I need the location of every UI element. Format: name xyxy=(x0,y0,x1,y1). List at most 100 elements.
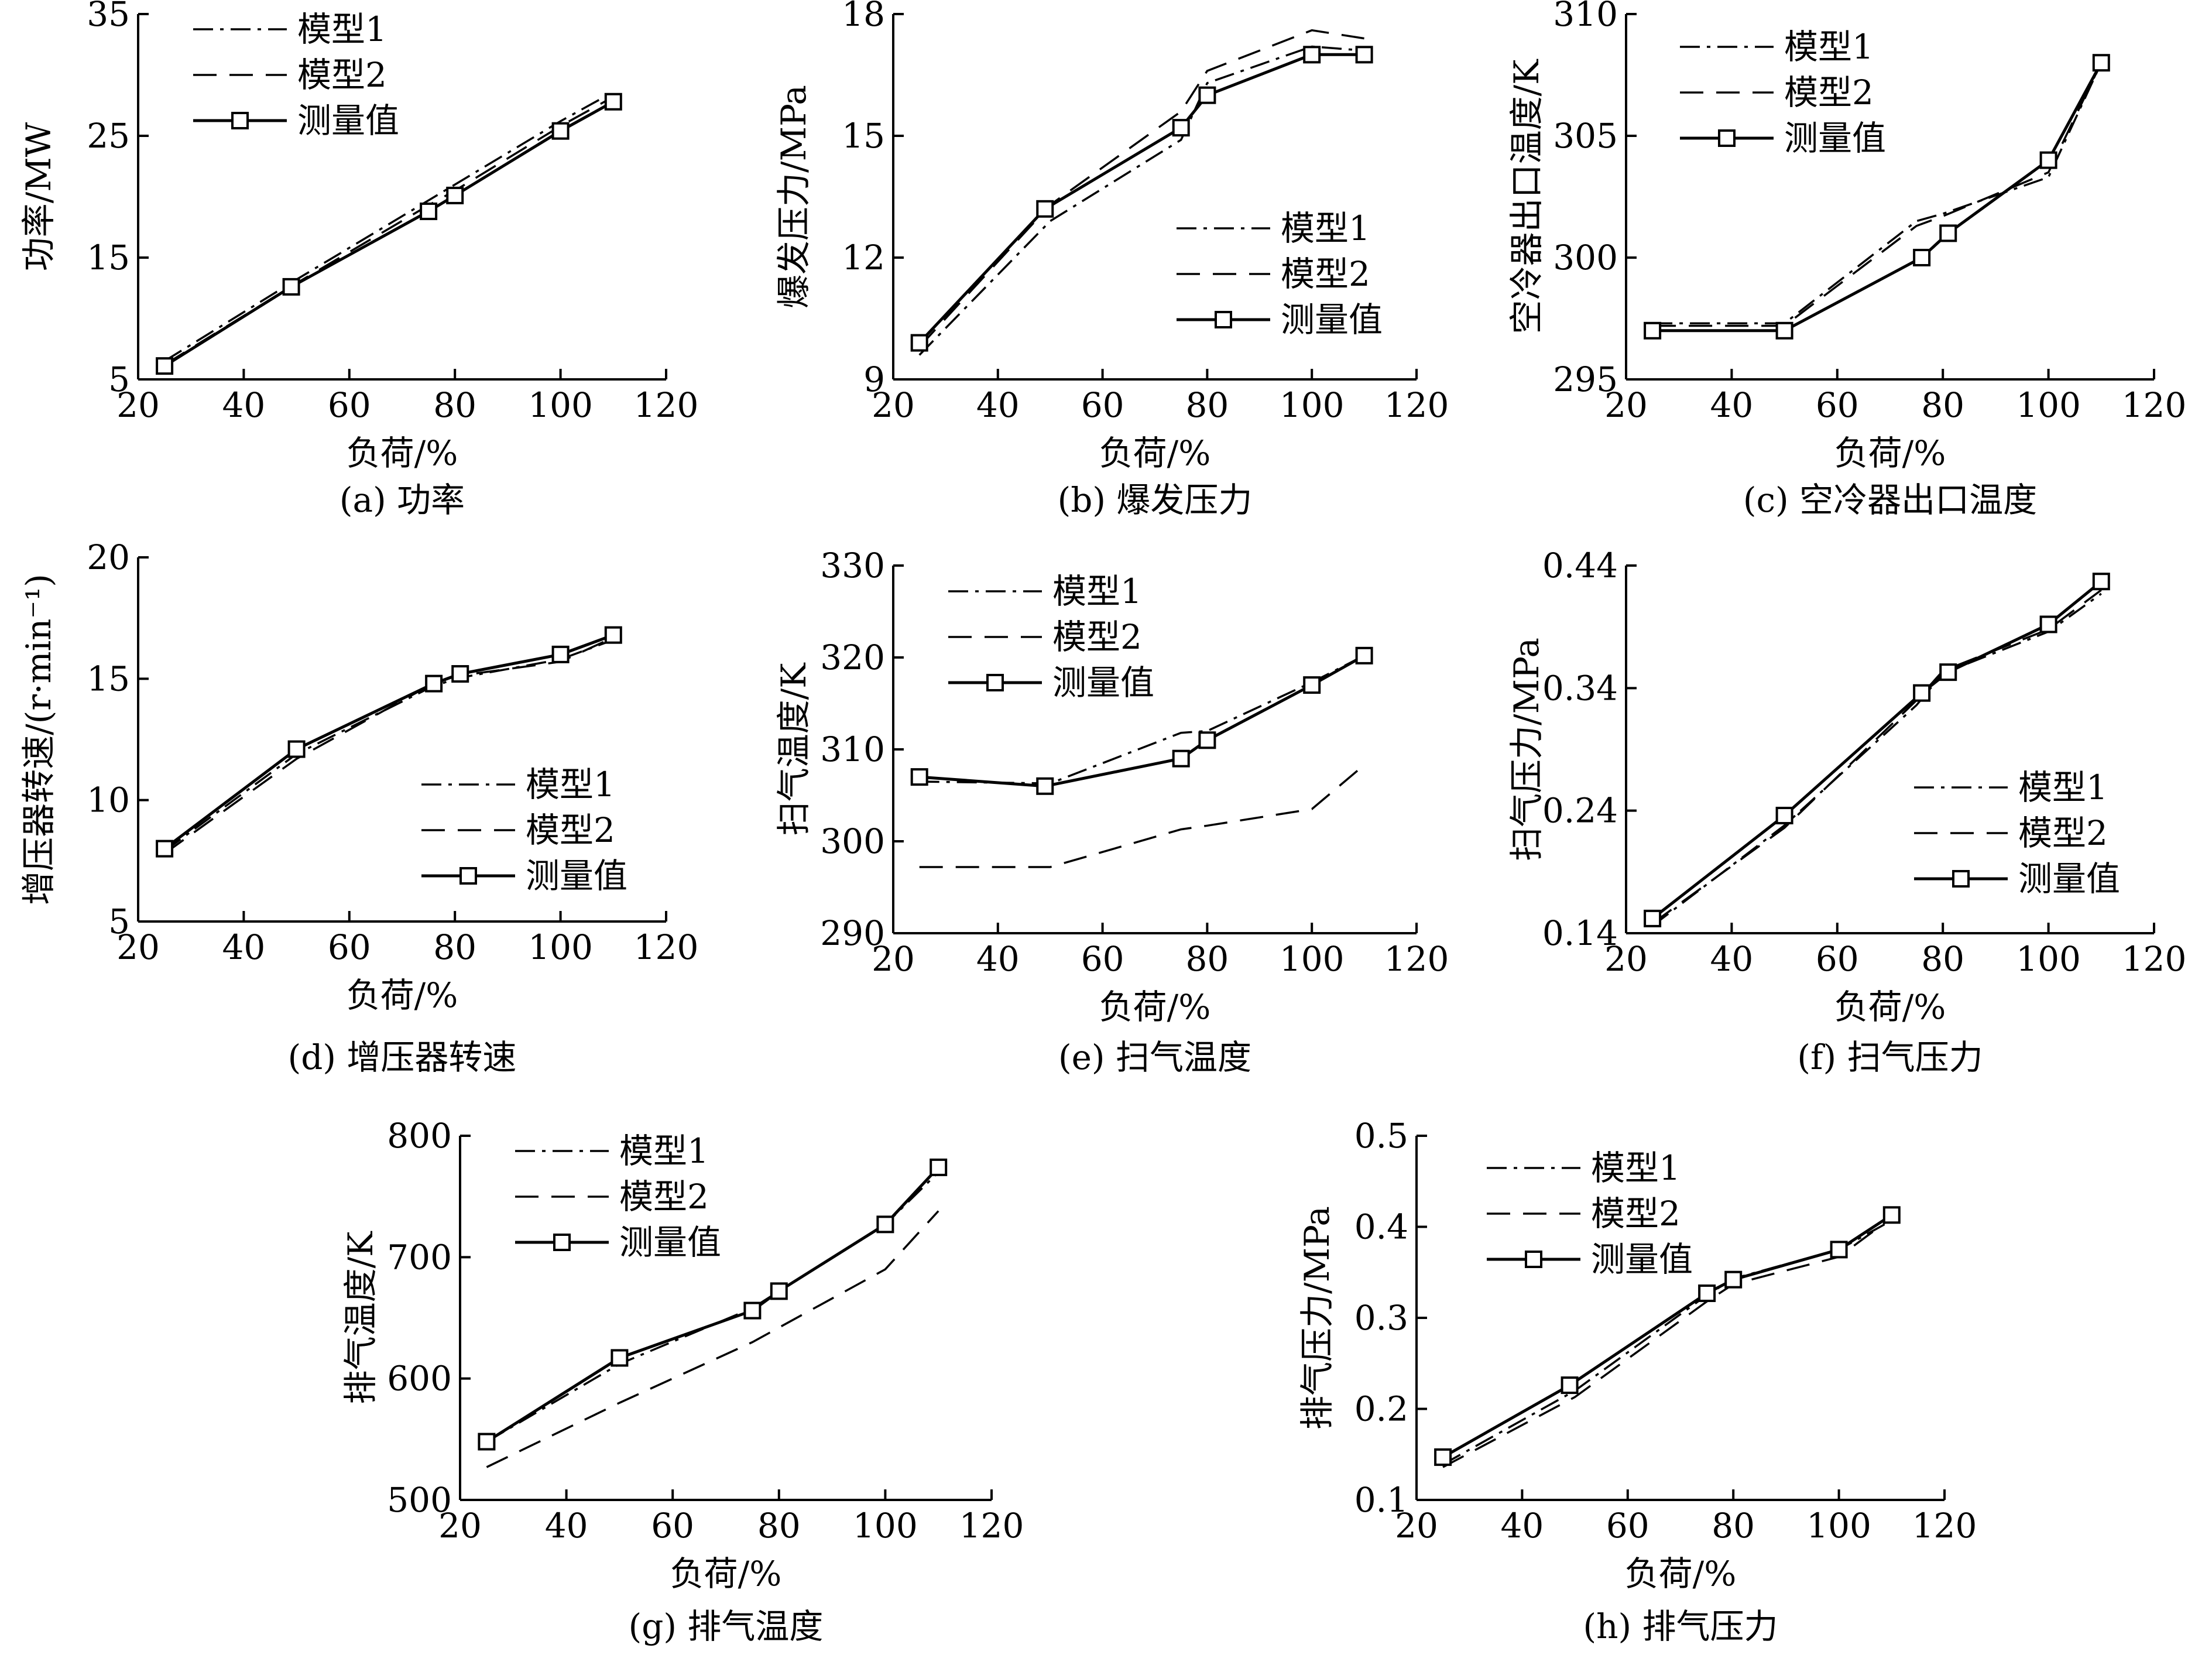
data-point-marker xyxy=(1561,1376,1579,1395)
x-tick-label: 80 xyxy=(1185,939,1229,979)
data-point-marker xyxy=(156,357,174,375)
legend-marker xyxy=(459,867,477,885)
panel-caption: (e) 扫气温度 xyxy=(1058,1037,1251,1077)
data-point-marker xyxy=(1644,909,1662,927)
data-point-marker xyxy=(1198,731,1216,749)
panel-caption: (f) 扫气压力 xyxy=(1797,1037,1983,1077)
panel-caption: (d) 增压器转速 xyxy=(288,1037,517,1077)
legend-marker xyxy=(986,674,1004,691)
x-tick-label: 100 xyxy=(853,1506,918,1546)
data-point-marker xyxy=(1775,321,1793,340)
y-axis-label: 爆发压力/MPa xyxy=(774,85,814,309)
chart-legend: 模型1 模型2 测量值 xyxy=(1680,27,1886,158)
data-point-marker xyxy=(425,674,443,693)
legend-label: 模型2 xyxy=(1281,254,1370,294)
x-tick-label: 120 xyxy=(2122,939,2187,979)
y-tick-label: 5 xyxy=(108,359,130,399)
y-tick-label: 310 xyxy=(1553,0,1618,34)
data-point-marker xyxy=(1036,777,1054,795)
data-point-marker xyxy=(1172,119,1190,137)
x-tick-label: 80 xyxy=(433,927,476,967)
panel-caption: (c) 空冷器出口温度 xyxy=(1743,480,2037,520)
data-point-marker xyxy=(1303,676,1321,694)
y-axis-label: 扫气温度/K xyxy=(774,662,814,836)
legend-label: 模型1 xyxy=(1591,1148,1681,1188)
y-axis-label: 功率/MW xyxy=(19,122,59,271)
panel-caption: (b) 爆发压力 xyxy=(1058,480,1253,520)
data-point-marker xyxy=(2039,615,2057,633)
x-tick-label: 100 xyxy=(1806,1506,1871,1546)
data-point-marker xyxy=(910,334,928,352)
y-tick-label: 0.5 xyxy=(1354,1116,1408,1156)
data-point-marker xyxy=(551,645,570,663)
x-tick-label: 20 xyxy=(1604,385,1648,425)
y-tick-label: 320 xyxy=(820,638,885,677)
data-point-marker xyxy=(1882,1206,1901,1224)
y-tick-label: 35 xyxy=(87,0,130,34)
legend-label: 模型1 xyxy=(297,9,387,49)
chart-legend: 模型1 模型2 测量值 xyxy=(193,9,399,141)
data-point-marker xyxy=(478,1433,496,1451)
legend-label: 模型2 xyxy=(1052,617,1142,657)
data-point-marker xyxy=(1913,249,1931,266)
legend-label: 模型2 xyxy=(619,1177,709,1217)
legend-label: 模型1 xyxy=(2018,768,2108,807)
x-axis-label: 负荷/% xyxy=(670,1554,782,1594)
legend-label: 模型1 xyxy=(526,765,615,804)
legend-marker xyxy=(1718,129,1736,147)
x-tick-label: 20 xyxy=(116,927,160,967)
data-point-marker xyxy=(2092,54,2110,72)
legend-marker xyxy=(231,112,249,129)
y-tick-label: 10 xyxy=(87,780,130,820)
y-tick-label: 5 xyxy=(108,902,130,941)
series-line-模型2 xyxy=(1442,1217,1892,1468)
data-point-marker xyxy=(1913,684,1931,702)
y-tick-label: 18 xyxy=(842,0,885,34)
data-point-marker xyxy=(1434,1448,1452,1466)
x-tick-label: 120 xyxy=(1384,385,1449,425)
data-point-marker xyxy=(2092,573,2110,591)
data-point-marker xyxy=(1939,663,1957,681)
x-tick-label: 40 xyxy=(1500,1506,1544,1546)
y-tick-label: 9 xyxy=(863,359,885,399)
legend-marker xyxy=(553,1234,571,1251)
legend-label: 模型2 xyxy=(1784,73,1874,112)
legend-label: 模型1 xyxy=(1784,27,1874,67)
legend-label: 测量值 xyxy=(1281,300,1383,340)
series-line-模型1 xyxy=(486,1171,939,1443)
data-point-marker xyxy=(1303,46,1321,64)
series-line-测量值 xyxy=(1652,62,2103,333)
panel-caption: (h) 排气压力 xyxy=(1583,1606,1778,1646)
x-tick-label: 40 xyxy=(976,385,1020,425)
chart-legend: 模型1 模型2 测量值 xyxy=(948,571,1154,703)
y-tick-label: 295 xyxy=(1553,359,1618,399)
series-line-测量值 xyxy=(486,1166,940,1443)
y-axis-label: 扫气压力/MPa xyxy=(1507,638,1546,861)
chart-panel-d: 20 40 60 80 100 120 5 10 15 20 负荷/% 增压器转速/(r·min⁻¹)… xyxy=(19,537,698,1077)
data-point-marker xyxy=(282,278,300,296)
x-tick-label: 80 xyxy=(433,385,476,425)
x-tick-label: 60 xyxy=(1816,939,1859,979)
chart-legend: 模型1 模型2 测量值 xyxy=(1177,208,1383,340)
x-axis-label: 负荷/% xyxy=(347,975,458,1015)
y-tick-label: 300 xyxy=(1553,238,1618,278)
y-tick-label: 500 xyxy=(387,1480,452,1520)
y-tick-label: 20 xyxy=(87,537,130,577)
series-line-模型1 xyxy=(918,45,1364,356)
y-tick-label: 305 xyxy=(1553,116,1618,156)
x-tick-label: 40 xyxy=(976,939,1020,979)
x-tick-label: 100 xyxy=(1280,385,1345,425)
data-point-marker xyxy=(1698,1284,1716,1303)
x-tick-label: 120 xyxy=(2122,385,2187,425)
x-tick-label: 100 xyxy=(528,927,593,967)
panel-caption: (a) 功率 xyxy=(339,480,465,520)
y-axis-label: 增压器转速/(r·min⁻¹) xyxy=(19,574,59,905)
legend-label: 测量值 xyxy=(2018,859,2120,899)
data-point-marker xyxy=(446,186,464,204)
chart-panel-c: 20 40 60 80 100 120 295 300 305 310 负荷/% 空冷器出口温度/K (… xyxy=(1507,0,2186,520)
data-point-marker xyxy=(1939,224,1957,242)
data-point-marker xyxy=(743,1301,762,1320)
x-tick-label: 100 xyxy=(1280,939,1345,979)
y-tick-label: 12 xyxy=(842,238,885,278)
y-tick-label: 330 xyxy=(820,546,885,585)
